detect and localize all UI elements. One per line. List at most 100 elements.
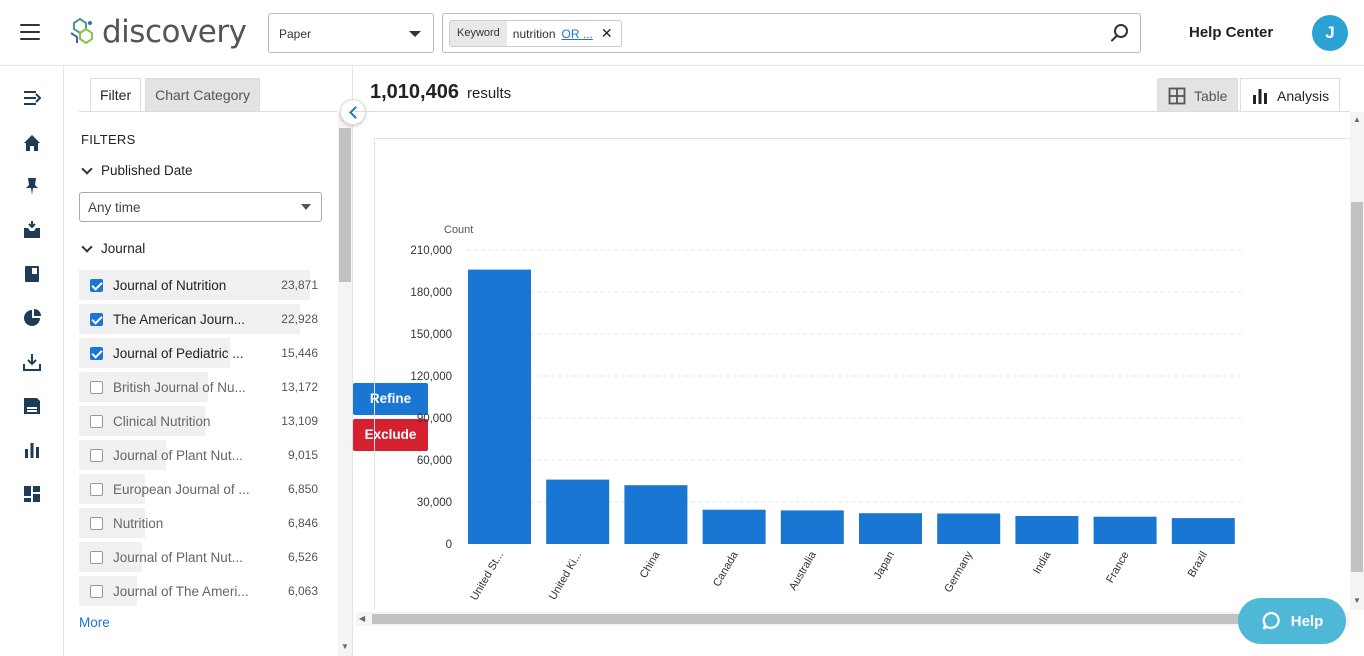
bar-7 <box>1015 516 1078 544</box>
journal-row[interactable]: Journal of The Ameri... 6,063 <box>79 576 322 606</box>
scroll-down-icon[interactable]: ▼ <box>1353 596 1361 605</box>
source-select-value: Paper <box>279 27 311 41</box>
chip-or-link[interactable]: OR ... <box>562 27 593 41</box>
main-scrollbar-thumb[interactable] <box>1351 202 1363 572</box>
journal-name: Nutrition <box>113 516 261 531</box>
journal-checkbox[interactable] <box>90 347 103 360</box>
x-tick-label: France <box>1104 550 1132 586</box>
journal-name: Journal of Plant Nut... <box>113 550 261 565</box>
table-icon <box>1168 87 1186 105</box>
journal-name: The American Journ... <box>113 312 261 327</box>
help-button[interactable]: Help <box>1238 598 1346 644</box>
caret-down-icon <box>409 31 421 37</box>
y-axis-label: Count <box>444 224 473 236</box>
bar-2 <box>624 485 687 544</box>
view-table-label: Table <box>1194 88 1227 104</box>
journal-checkbox[interactable] <box>90 415 103 428</box>
close-icon[interactable]: ✕ <box>601 25 613 42</box>
tab-chart-category[interactable]: Chart Category <box>145 78 260 112</box>
logo-mark-icon <box>68 15 98 49</box>
journal-name: Journal of Plant Nut... <box>113 448 261 463</box>
pin-icon[interactable] <box>22 176 42 196</box>
journal-name: British Journal of Nu... <box>113 380 261 395</box>
results-label: results <box>467 85 511 102</box>
journal-checkbox[interactable] <box>90 551 103 564</box>
book-icon[interactable] <box>22 264 42 284</box>
bar-3 <box>703 510 766 544</box>
journal-name: Journal of The Ameri... <box>113 584 261 599</box>
journal-row[interactable]: The American Journ...22,928 <box>79 304 322 334</box>
collapse-panel-button[interactable] <box>340 99 366 125</box>
journal-checkbox[interactable] <box>90 483 103 496</box>
x-tick-label: Australia <box>787 549 819 593</box>
chevron-down-icon <box>81 163 92 174</box>
published-date-select[interactable]: Any time <box>79 192 322 222</box>
scroll-down-icon[interactable]: ▼ <box>341 642 349 651</box>
caret-down-icon <box>301 204 311 210</box>
logo[interactable]: discovery <box>68 14 246 50</box>
view-analysis-button[interactable]: Analysis <box>1240 78 1340 112</box>
home-icon[interactable] <box>22 133 42 153</box>
journal-count: 6,850 <box>288 482 318 496</box>
chip-key: Keyword <box>450 21 507 46</box>
bar-9 <box>1172 518 1235 544</box>
keyword-chip[interactable]: Keyword nutrition OR ... ✕ <box>449 20 622 47</box>
published-date-label: Published Date <box>101 163 193 178</box>
logo-text: discovery <box>102 14 246 50</box>
journal-checkbox[interactable] <box>90 279 103 292</box>
journal-row[interactable]: British Journal of Nu... 13,172 <box>79 372 322 402</box>
journal-count: 23,871 <box>281 278 318 292</box>
filter-tabs: Filter Chart Category <box>90 78 260 112</box>
avatar[interactable]: J <box>1312 15 1348 51</box>
journal-row[interactable]: Journal of Nutrition 23,871 <box>79 270 322 300</box>
journal-checkbox[interactable] <box>90 381 103 394</box>
more-link[interactable]: More <box>79 615 110 630</box>
y-tick-label: 30,000 <box>417 497 452 509</box>
scroll-left-icon[interactable]: ◀ <box>359 614 365 623</box>
chevron-down-icon <box>81 241 92 252</box>
x-tick-label: United St... <box>468 550 506 603</box>
journal-checkbox[interactable] <box>90 449 103 462</box>
help-center-link[interactable]: Help Center <box>1189 24 1273 41</box>
pie-chart-icon[interactable] <box>22 308 42 328</box>
journal-row[interactable]: European Journal of ...6,850 <box>79 474 322 504</box>
scroll-up-icon[interactable]: ▲ <box>1353 115 1361 124</box>
x-tick-label: Brazil <box>1186 550 1210 580</box>
journal-count: 6,063 <box>288 584 318 598</box>
filter-scrollbar-thumb[interactable] <box>339 128 351 282</box>
journal-checkbox[interactable] <box>90 585 103 598</box>
published-date-toggle[interactable]: Published Date <box>81 163 193 178</box>
download-icon[interactable] <box>22 352 42 372</box>
filter-scrollbar[interactable]: ▲ ▼ <box>338 112 352 656</box>
bar-8 <box>1094 517 1157 544</box>
journal-row[interactable]: Journal of Plant Nut...9,015 <box>79 440 322 470</box>
journal-row[interactable]: Journal of Plant Nut...6,526 <box>79 542 322 572</box>
search-icon[interactable] <box>1110 23 1130 43</box>
search-bar[interactable]: Keyword nutrition OR ... ✕ <box>442 13 1141 53</box>
save-icon[interactable] <box>22 396 42 416</box>
inbox-icon[interactable] <box>22 220 42 240</box>
view-table-button[interactable]: Table <box>1157 78 1238 112</box>
dashboard-icon[interactable] <box>22 484 42 504</box>
main-scrollbar[interactable]: ▲ ▼ <box>1350 112 1364 610</box>
journal-row[interactable]: Clinical Nutrition13,109 <box>79 406 322 436</box>
bar-0 <box>468 270 531 544</box>
journal-toggle[interactable]: Journal <box>81 241 145 256</box>
journal-row[interactable]: Journal of Pediatric ...15,446 <box>79 338 322 368</box>
journal-count: 13,172 <box>281 380 318 394</box>
published-date-value: Any time <box>88 200 141 215</box>
journal-row[interactable]: Nutrition6,846 <box>79 508 322 538</box>
horizontal-scrollbar[interactable]: ◀ <box>356 612 1350 626</box>
hamburger-menu-icon[interactable] <box>20 24 40 40</box>
filter-panel: Filter Chart Category FILTERS Published … <box>64 66 353 656</box>
journal-checkbox[interactable] <box>90 313 103 326</box>
y-tick-label: 60,000 <box>417 455 452 467</box>
collapse-nav-icon[interactable] <box>22 88 42 108</box>
journal-name: Journal of Nutrition <box>113 278 261 293</box>
bar-chart-icon[interactable] <box>22 440 42 460</box>
source-select[interactable]: Paper <box>268 13 434 53</box>
journal-checkbox[interactable] <box>90 517 103 530</box>
horizontal-scrollbar-thumb[interactable] <box>372 614 1252 624</box>
tab-filter[interactable]: Filter <box>90 78 141 112</box>
chart-frame: Count030,00060,00090,000120,000150,00018… <box>374 138 1350 610</box>
